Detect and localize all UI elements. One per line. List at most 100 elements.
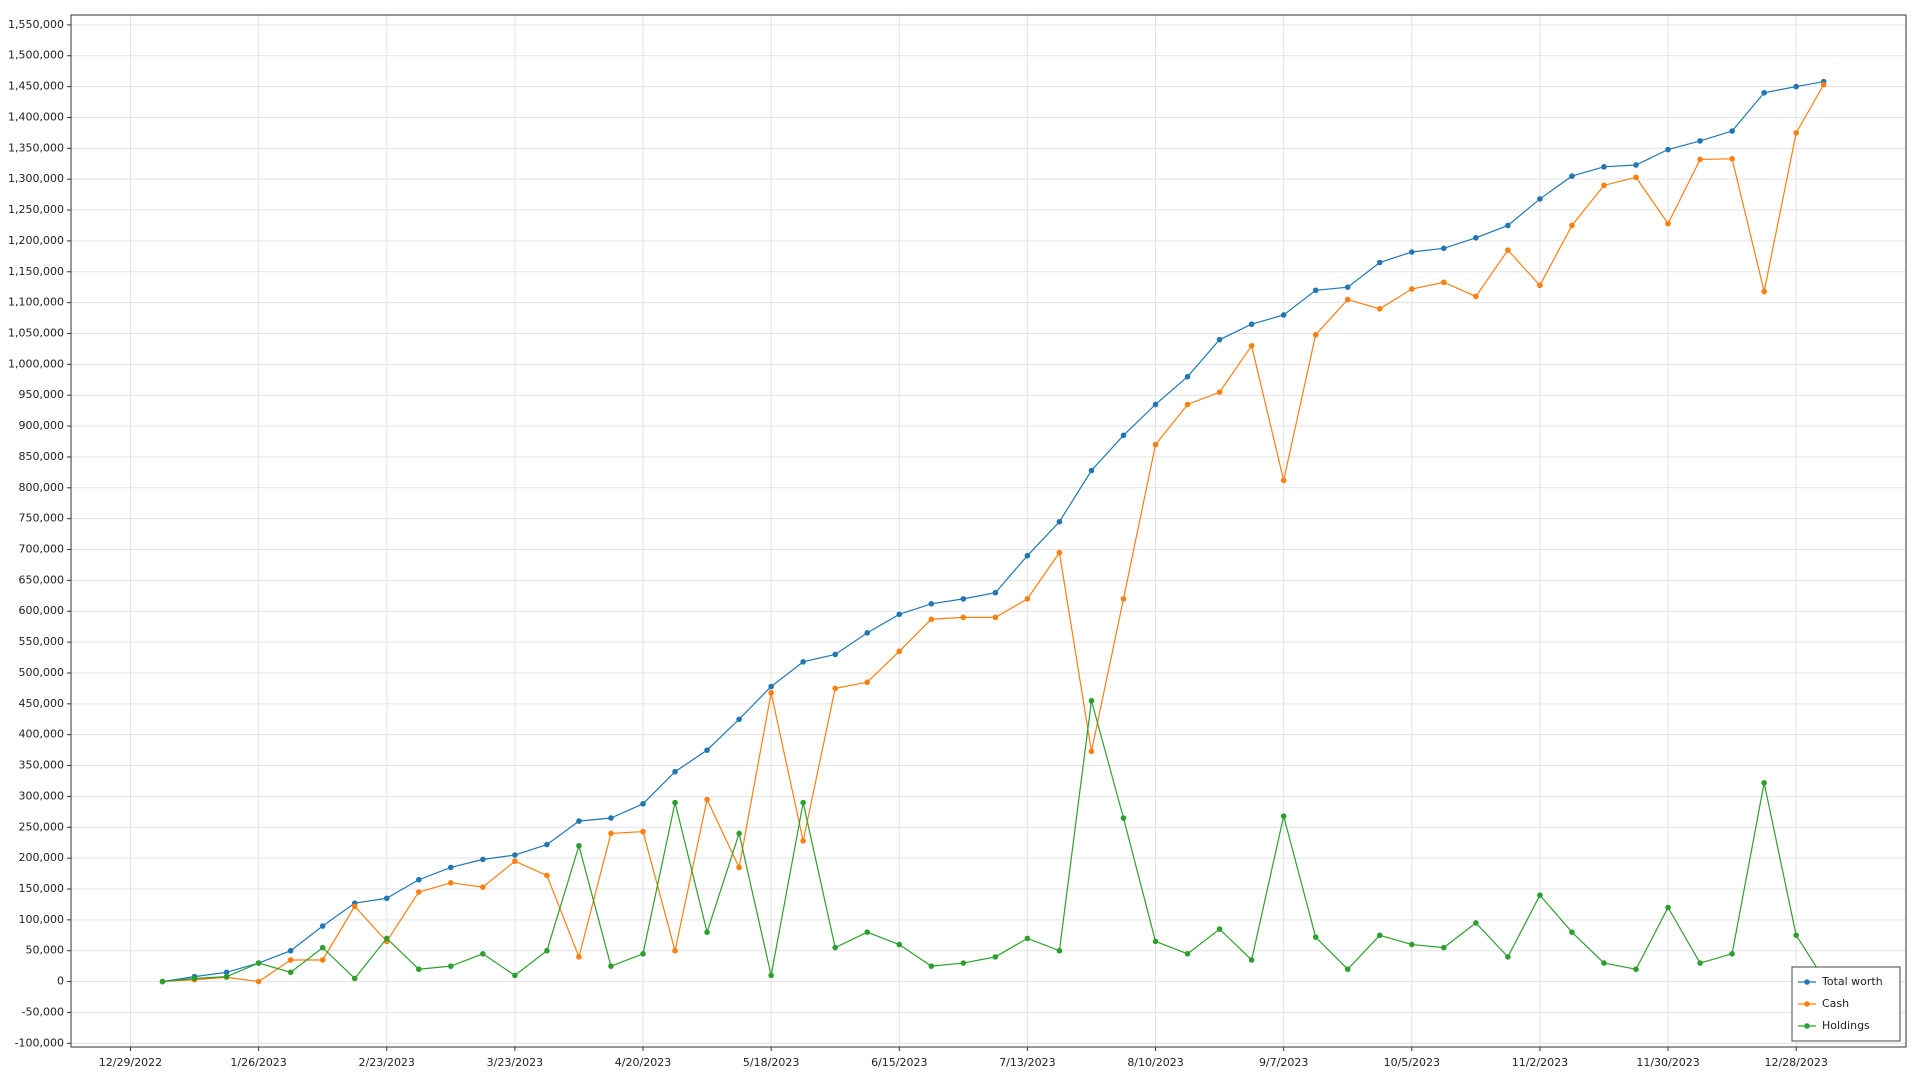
y-tick-label: 900,000: [19, 419, 65, 432]
y-tick-label: 700,000: [19, 543, 65, 556]
data-point: [1344, 966, 1351, 973]
data-point: [1729, 128, 1735, 134]
data-point: [287, 957, 294, 963]
data-point: [800, 799, 806, 806]
y-tick-label: 1,400,000: [8, 110, 64, 123]
x-tick-label: 11/30/2023: [1636, 1056, 1699, 1069]
legend-marker: [1804, 1001, 1810, 1007]
y-tick-label: 1,000,000: [8, 357, 64, 370]
data-point: [1376, 305, 1383, 312]
data-point: [1697, 960, 1703, 966]
data-point: [1184, 950, 1191, 957]
data-point: [1537, 282, 1543, 289]
data-point: [1024, 552, 1031, 559]
data-point: [1665, 904, 1671, 911]
data-point: [415, 876, 422, 883]
y-tick-label: 0: [57, 975, 64, 988]
data-point: [1056, 947, 1063, 954]
y-tick-label: -50,000: [22, 1005, 64, 1018]
data-point: [1344, 284, 1351, 290]
y-tick-label: 50,000: [26, 944, 65, 957]
data-point: [1697, 156, 1703, 163]
x-tick-label: 2/23/2023: [359, 1056, 415, 1069]
data-point: [1408, 249, 1415, 255]
data-point: [1024, 596, 1031, 602]
data-point: [1729, 156, 1735, 162]
y-tick-label: 400,000: [19, 728, 65, 741]
data-point: [800, 659, 806, 665]
data-point: [1665, 146, 1671, 153]
y-tick-label: 150,000: [19, 882, 65, 895]
y-tick-label: 250,000: [19, 820, 65, 833]
data-point: [704, 796, 710, 803]
data-point: [864, 679, 871, 686]
data-point: [1056, 518, 1063, 525]
data-point: [1088, 467, 1095, 474]
data-point: [1697, 138, 1703, 144]
data-point: [1056, 549, 1063, 556]
x-tick-label: 12/28/2023: [1764, 1056, 1827, 1069]
data-point: [992, 589, 999, 596]
data-point: [544, 872, 550, 879]
data-point: [832, 944, 839, 951]
y-tick-label: 100,000: [19, 913, 65, 926]
data-point: [480, 884, 486, 890]
data-point: [1569, 173, 1575, 179]
data-point: [415, 966, 422, 973]
x-tick-label: 8/10/2023: [1127, 1056, 1183, 1069]
data-point: [1633, 966, 1639, 973]
legend: Total worth Cash Holdings: [1791, 966, 1901, 1042]
data-point: [351, 903, 358, 910]
data-point: [1761, 89, 1767, 96]
data-point: [319, 923, 326, 929]
data-point: [1793, 130, 1799, 136]
data-point: [1537, 196, 1543, 202]
data-point: [191, 975, 198, 982]
data-point: [1408, 286, 1415, 292]
y-tick-label: 450,000: [19, 697, 65, 710]
data-point: [1505, 222, 1511, 229]
data-point: [1312, 331, 1319, 338]
y-tick-label: 950,000: [19, 388, 65, 401]
data-point: [223, 973, 230, 980]
data-point: [992, 954, 999, 960]
data-point: [1441, 279, 1447, 286]
data-point: [544, 947, 550, 954]
data-point: [832, 651, 839, 658]
data-point: [1120, 432, 1127, 439]
data-point: [928, 601, 935, 607]
data-point: [1152, 401, 1159, 408]
y-tick-label: 850,000: [19, 450, 65, 463]
data-point: [287, 947, 294, 954]
data-point: [1120, 596, 1127, 602]
data-point: [672, 768, 678, 775]
data-point: [1248, 321, 1255, 328]
data-point: [1729, 950, 1735, 957]
legend-marker: [1804, 1023, 1810, 1029]
data-point: [1761, 780, 1767, 786]
data-point: [768, 683, 774, 690]
data-point: [992, 614, 999, 621]
data-point: [1793, 932, 1799, 939]
x-tick-label: 10/5/2023: [1384, 1056, 1440, 1069]
data-point: [864, 630, 871, 636]
data-point: [1280, 813, 1287, 819]
data-point: [672, 947, 678, 954]
data-point: [928, 616, 935, 623]
data-point: [1248, 957, 1255, 963]
x-tick-label: 3/23/2023: [487, 1056, 543, 1069]
data-point: [864, 929, 871, 935]
data-point: [960, 614, 967, 621]
legend-label: Cash: [1822, 997, 1849, 1010]
data-point: [1665, 220, 1671, 227]
data-point: [287, 969, 294, 976]
data-point: [1152, 938, 1159, 945]
y-tick-label: 1,200,000: [8, 234, 64, 247]
x-tick-label: 5/18/2023: [743, 1056, 799, 1069]
x-tick-label: 1/26/2023: [230, 1056, 286, 1069]
data-point: [1569, 929, 1575, 935]
data-point: [576, 842, 582, 849]
y-tick-label: 1,250,000: [8, 203, 64, 216]
data-point: [383, 935, 390, 942]
data-point: [1473, 293, 1479, 300]
